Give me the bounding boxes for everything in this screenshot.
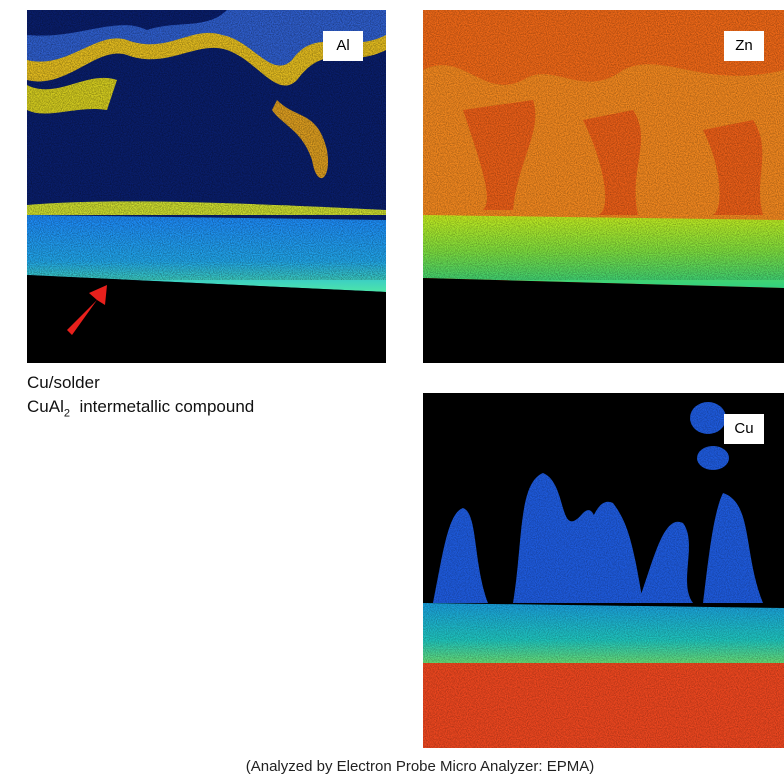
panel-label: Al bbox=[323, 31, 363, 61]
footer: (Analyzed by Electron Probe Micro Analyz… bbox=[0, 758, 784, 775]
subscript: 2 bbox=[64, 407, 70, 419]
legend-text: intermetallic compound bbox=[79, 397, 254, 416]
al-map bbox=[27, 10, 386, 363]
panel-label: Cu bbox=[724, 414, 764, 444]
legend-line: CuAl2 intermetallic compound bbox=[27, 397, 254, 419]
formula: CuAl bbox=[27, 397, 64, 416]
figure: Al Zn Cu Cu/solder CuAl2 intermetallic c… bbox=[0, 0, 784, 780]
legend-line: Cu/solder bbox=[27, 373, 100, 393]
cu-map bbox=[423, 393, 784, 748]
zn-map bbox=[423, 10, 784, 363]
panel-label: Zn bbox=[724, 31, 764, 61]
